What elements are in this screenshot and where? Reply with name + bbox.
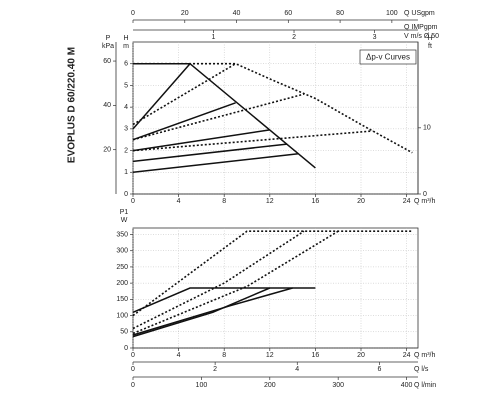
x-tick-label: 0: [131, 198, 135, 205]
curve: [132, 230, 305, 330]
axis-label: Q l/min: [414, 382, 436, 389]
x-tick-label: 8: [222, 352, 226, 359]
x-tick-label: 40: [233, 10, 241, 17]
x-tick-label: 0: [131, 10, 135, 17]
y-tick-label: 350: [116, 231, 128, 238]
legend-text: Δp-v Curves: [366, 53, 410, 62]
y-tick-label: 5: [124, 82, 128, 89]
curve: [132, 130, 373, 152]
axis-label: Q l/s: [414, 366, 429, 373]
x-tick-label: 24: [403, 352, 411, 359]
y-tick-label: 300: [116, 248, 128, 255]
x-tick-label: 0: [131, 366, 135, 373]
curve: [132, 93, 305, 141]
x-tick-label: 0: [131, 382, 135, 389]
axis-label: Q USgpm: [404, 10, 435, 17]
curve: [132, 63, 237, 126]
axis-label: H: [123, 35, 128, 42]
x-tick-label: 16: [312, 198, 320, 205]
x-tick-label: 2: [292, 34, 296, 41]
plot-area: [132, 41, 419, 195]
y-tick-label: 50: [120, 329, 128, 336]
x-tick-label: 24: [403, 198, 411, 205]
axis-label: H: [427, 35, 432, 42]
axis-label: P1: [120, 209, 129, 216]
curve: [133, 62, 413, 154]
legend-box: [359, 49, 417, 65]
y-tick-label: 200: [116, 280, 128, 287]
x-tick-label: 100: [196, 382, 208, 389]
x-tick-label: 1: [212, 34, 216, 41]
x-tick-label: 3: [373, 34, 377, 41]
axis-label: m: [123, 43, 129, 50]
axis-label: kPa: [102, 43, 114, 50]
x-tick-label: 4: [177, 198, 181, 205]
x-tick-label: 20: [357, 198, 365, 205]
axis-label: Q IMPgpm: [404, 24, 438, 31]
x-tick-label: 20: [357, 352, 365, 359]
y-tick-label: 0: [423, 191, 427, 198]
curve: [132, 143, 287, 163]
y-tick-label: 250: [116, 264, 128, 271]
x-tick-label: 80: [336, 10, 344, 17]
axis-label: Q m³/h: [414, 198, 435, 205]
y-tick-label: 3: [124, 126, 128, 133]
curve: [132, 153, 299, 174]
axis-label: Q m³/h: [414, 352, 435, 359]
x-tick-label: 20: [181, 10, 189, 17]
axis-label: P: [106, 35, 111, 42]
x-tick-label: 4: [177, 352, 181, 359]
x-tick-label: 12: [266, 198, 274, 205]
y-tick-label: 2: [124, 147, 128, 154]
axis-label: ft: [428, 43, 432, 50]
y-tick-label: 4: [124, 104, 128, 111]
y-tick-label: 10: [423, 125, 431, 132]
x-tick-label: 300: [332, 382, 344, 389]
curve: [132, 230, 413, 317]
x-tick-label: 400: [401, 382, 413, 389]
x-tick-label: 100: [386, 10, 398, 17]
y-tick-label: 6: [124, 61, 128, 68]
x-tick-label: 6: [377, 366, 381, 373]
x-tick-label: 12: [266, 352, 274, 359]
y-tick-label: 60: [103, 58, 111, 65]
x-tick-label: 8: [222, 198, 226, 205]
product-title: EVOPLUS D 60/220.40 M: [67, 47, 78, 163]
y-tick-label: 0: [124, 191, 128, 198]
x-tick-label: 2: [213, 366, 217, 373]
x-tick-label: 4: [295, 366, 299, 373]
y-tick-label: 1: [124, 169, 128, 176]
curve: [132, 287, 316, 313]
curve: [132, 63, 191, 130]
axis-label: W: [121, 217, 128, 224]
x-tick-label: 60: [284, 10, 292, 17]
curve: [132, 129, 270, 152]
y-tick-label: 20: [103, 147, 111, 154]
x-tick-label: 200: [264, 382, 276, 389]
x-tick-label: 0: [131, 352, 135, 359]
x-tick-label: 16: [312, 352, 320, 359]
curve: [132, 102, 236, 141]
curve: [132, 287, 271, 338]
y-tick-label: 0: [124, 345, 128, 352]
y-tick-label: 150: [116, 296, 128, 303]
axis-label: V m/s Ø 50: [404, 33, 439, 40]
y-tick-label: 100: [116, 312, 128, 319]
curve: [132, 230, 339, 335]
y-tick-label: 40: [103, 102, 111, 109]
